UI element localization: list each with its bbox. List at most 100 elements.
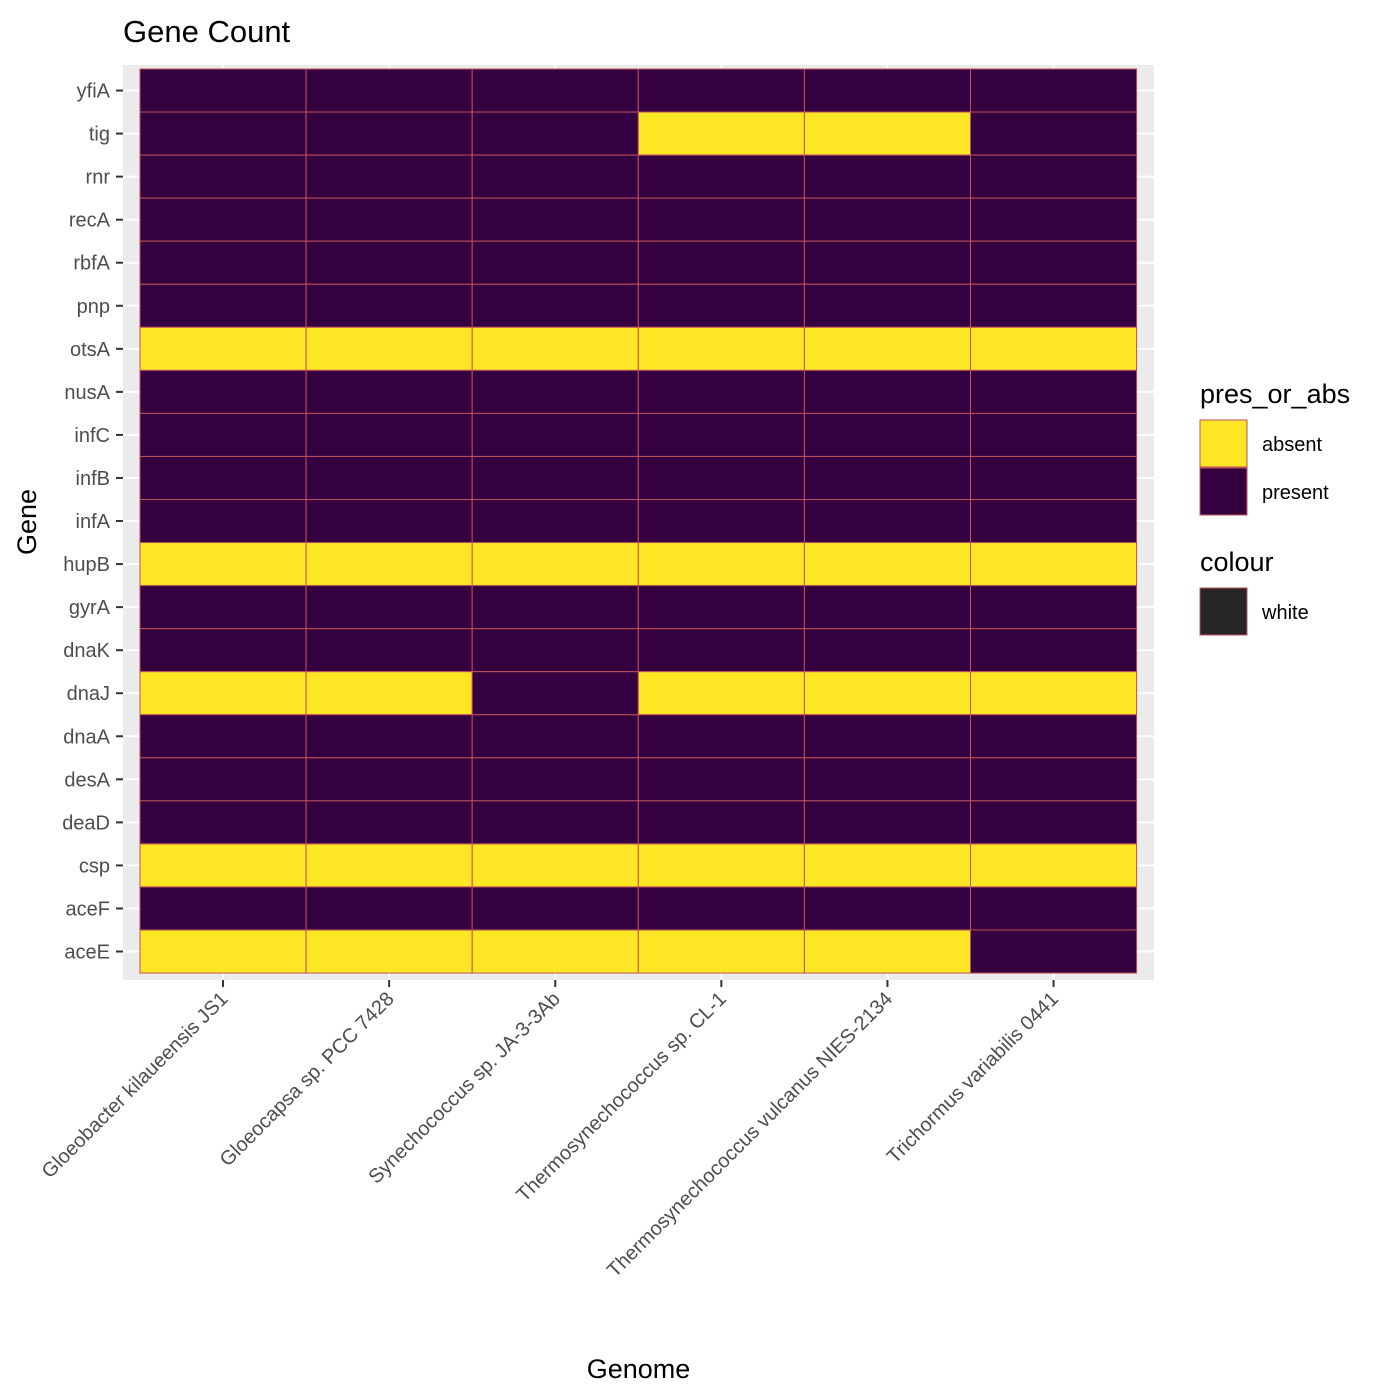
heatmap-cell — [970, 412, 1138, 457]
heatmap-cell — [139, 714, 307, 759]
y-tick-label: rbfA — [73, 253, 110, 275]
heatmap-cell — [139, 671, 307, 716]
heatmap-cell — [471, 326, 639, 371]
heatmap-cell — [637, 154, 805, 199]
x-tick-label: Gloeocapsa sp. PCC 7428 — [216, 988, 399, 1171]
heatmap-cell — [637, 671, 805, 716]
heatmap-cell — [305, 197, 473, 242]
heatmap-cell — [305, 585, 473, 630]
y-tick-label: nusA — [64, 382, 110, 404]
heatmap-cell — [803, 412, 972, 457]
heatmap-cell — [803, 714, 972, 759]
heatmap-cell — [970, 585, 1138, 630]
y-tick-label: infA — [76, 511, 111, 533]
heatmap-cell — [637, 369, 805, 414]
heatmap-cell — [305, 283, 473, 328]
legend-key — [1199, 587, 1248, 636]
heatmap-cell — [637, 68, 805, 113]
y-tick-label: aceE — [64, 942, 110, 964]
y-tick-label: infC — [74, 425, 110, 447]
heatmap-cell — [471, 154, 639, 199]
heatmap-cell — [471, 843, 639, 888]
heatmap-cell — [637, 197, 805, 242]
heatmap-cell — [970, 628, 1138, 673]
heatmap-cell — [305, 628, 473, 673]
heatmap-cell — [637, 412, 805, 457]
x-tick-label: Synechococcus sp. JA-3-3Ab — [364, 988, 564, 1188]
heatmap-cell — [803, 499, 972, 544]
heatmap-cell — [803, 455, 972, 501]
heatmap-cell — [970, 671, 1138, 716]
heatmap-cell — [471, 240, 639, 285]
heatmap-cell — [970, 800, 1138, 845]
heatmap-cell — [803, 843, 972, 888]
heatmap-cell — [139, 585, 307, 630]
heatmap-cell — [305, 929, 473, 974]
heatmap-cell — [305, 671, 473, 716]
heatmap-cell — [970, 197, 1138, 242]
heatmap-cell — [139, 929, 307, 974]
y-axis-title: Gene — [12, 489, 42, 555]
heatmap-cell — [305, 800, 473, 845]
heatmap-cell — [471, 283, 639, 328]
heatmap-cell — [970, 542, 1138, 587]
y-tick-label: dnaJ — [67, 683, 110, 705]
heatmap-cell — [471, 455, 639, 501]
x-tick-label: Gloeobacter kilaueensis JS1 — [38, 988, 233, 1183]
heatmap-cell — [803, 542, 972, 587]
heatmap-cell — [970, 714, 1138, 759]
heatmap-cell — [305, 499, 473, 544]
heatmap-cell — [970, 455, 1138, 501]
heatmap-cell — [803, 585, 972, 630]
heatmap-tiles — [139, 68, 1138, 974]
heatmap-cell — [139, 369, 307, 414]
heatmap-cell — [970, 886, 1138, 931]
heatmap-cell — [471, 68, 639, 113]
heatmap-cell — [139, 283, 307, 328]
legend-title: colour — [1200, 547, 1274, 577]
heatmap-cell — [803, 628, 972, 673]
heatmap-cell — [305, 886, 473, 931]
legend-key — [1199, 467, 1248, 516]
legend-title: pres_or_abs — [1200, 379, 1350, 409]
y-tick-label: deaD — [62, 812, 110, 834]
heatmap-cell — [305, 843, 473, 888]
heatmap-cell — [637, 111, 805, 156]
heatmap-cell — [637, 240, 805, 285]
heatmap-cell — [305, 757, 473, 802]
legend-key — [1199, 419, 1248, 468]
heatmap-cell — [305, 455, 473, 501]
heatmap-cell — [305, 111, 473, 156]
y-tick-label: infB — [76, 468, 110, 490]
heatmap-cell — [803, 111, 972, 156]
x-tick-label: Trichormus variabilis 0441 — [883, 988, 1063, 1168]
heatmap-cell — [803, 68, 972, 113]
heatmap-cell — [305, 68, 473, 113]
heatmap-cell — [471, 929, 639, 974]
heatmap-cell — [471, 412, 639, 457]
heatmap-cell — [803, 283, 972, 328]
heatmap-cell — [637, 585, 805, 630]
heatmap-cell — [139, 886, 307, 931]
heatmap-cell — [471, 499, 639, 544]
x-axis-title: Genome — [587, 1354, 691, 1384]
legend-label: absent — [1262, 434, 1322, 456]
heatmap-cell — [471, 197, 639, 242]
heatmap-cell — [637, 800, 805, 845]
heatmap-cell — [803, 154, 972, 199]
y-tick-label: hupB — [63, 554, 110, 576]
heatmap-cell — [637, 929, 805, 974]
heatmap-cell — [803, 671, 972, 716]
heatmap-cell — [637, 326, 805, 371]
heatmap-cell — [970, 240, 1138, 285]
heatmap-cell — [970, 843, 1138, 888]
heatmap-cell — [803, 240, 972, 285]
heatmap-cell — [637, 455, 805, 501]
heatmap-cell — [471, 369, 639, 414]
heatmap-cell — [139, 455, 307, 501]
heatmap-cell — [305, 714, 473, 759]
heatmap-cell — [471, 671, 639, 716]
heatmap-cell — [637, 283, 805, 328]
heatmap-cell — [139, 843, 307, 888]
